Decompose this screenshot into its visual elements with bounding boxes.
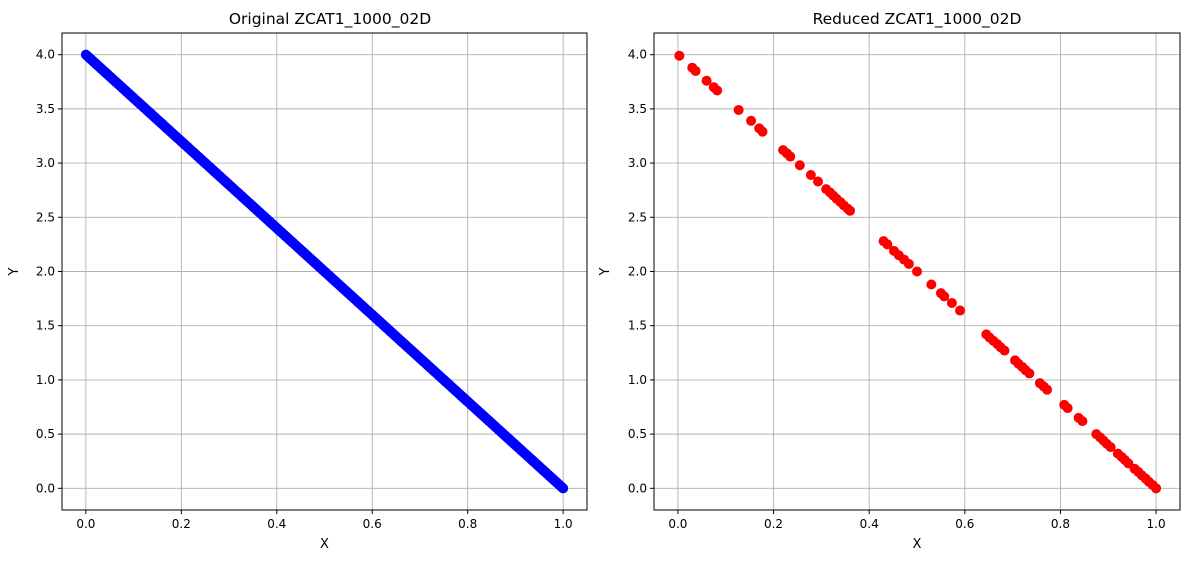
original-y-tick-label: 3.0 <box>36 156 55 170</box>
reduced-scatter-panel: Reduced ZCAT1_1000_02D 0.0 0.2 0.4 0.6 0.8 1.… <box>598 10 1181 552</box>
reduced-y-tick-label: 0.0 <box>628 481 647 495</box>
reduced-y-tick-label: 1.5 <box>628 319 647 333</box>
reduced-data-point <box>845 205 856 216</box>
reduced-x-axis-label: X <box>913 537 922 552</box>
original-ticks: 0.0 0.2 0.4 0.6 0.8 1.0 0.0 0.5 1.0 1.5 2.0 2.5 3.0 3… <box>36 48 573 531</box>
reduced-data-point <box>1024 368 1035 379</box>
reduced-data-point <box>746 115 757 126</box>
reduced-data-point <box>926 279 937 290</box>
original-x-tick-label: 0.6 <box>363 517 382 531</box>
reduced-chart-title: Reduced ZCAT1_1000_02D <box>813 10 1022 29</box>
original-chart-title: Original ZCAT1_1000_02D <box>229 10 431 29</box>
reduced-x-tick-label: 0.4 <box>860 517 879 531</box>
reduced-x-tick-label: 0.6 <box>955 517 974 531</box>
original-x-tick-label: 0.2 <box>172 517 191 531</box>
reduced-points <box>674 50 1162 494</box>
reduced-data-point <box>813 176 824 187</box>
reduced-y-tick-label: 1.0 <box>628 373 647 387</box>
reduced-y-tick-label: 3.0 <box>628 156 647 170</box>
original-y-tick-label: 3.5 <box>36 102 55 116</box>
reduced-x-tick-label: 0.8 <box>1051 517 1070 531</box>
reduced-data-point <box>733 104 744 115</box>
reduced-data-point <box>946 297 957 308</box>
reduced-x-tick-label: 0.0 <box>668 517 687 531</box>
original-x-tick-label: 1.0 <box>554 517 573 531</box>
reduced-data-point <box>1062 403 1073 414</box>
reduced-data-point <box>1151 483 1162 494</box>
reduced-data-point <box>1105 442 1116 453</box>
reduced-data-point <box>805 170 816 181</box>
reduced-data-point <box>912 266 922 277</box>
reduced-y-tick-label: 0.5 <box>628 427 647 441</box>
reduced-y-axis-label: Y <box>598 267 613 276</box>
original-x-tick-label: 0.0 <box>76 517 95 531</box>
reduced-y-tick-label: 4.0 <box>628 48 647 62</box>
reduced-data-point <box>999 345 1010 356</box>
original-data-point <box>558 483 569 494</box>
reduced-data-point <box>712 85 723 96</box>
original-y-tick-label: 1.5 <box>36 319 55 333</box>
original-grid <box>62 33 587 510</box>
original-x-axis-label: X <box>320 537 329 552</box>
reduced-x-tick-label: 1.0 <box>1147 517 1166 531</box>
original-y-tick-label: 0.5 <box>36 427 55 441</box>
original-x-tick-label: 0.8 <box>458 517 477 531</box>
original-y-axis-label: Y <box>7 267 22 276</box>
reduced-ticks: 0.0 0.2 0.4 0.6 0.8 1.0 0.0 0.5 1.0 1.5 2.0 2.5 3.0 3… <box>628 48 1166 531</box>
reduced-data-point <box>955 305 966 316</box>
original-y-tick-label: 0.0 <box>36 481 55 495</box>
reduced-data-point <box>939 291 950 302</box>
original-y-tick-label: 4.0 <box>36 48 55 62</box>
reduced-y-tick-label: 2.5 <box>628 210 647 224</box>
reduced-y-tick-label: 3.5 <box>628 102 647 116</box>
reduced-y-tick-label: 2.0 <box>628 265 647 279</box>
original-x-tick-label: 0.4 <box>267 517 286 531</box>
reduced-data-point <box>903 258 914 269</box>
reduced-data-point <box>674 50 685 61</box>
reduced-x-tick-label: 0.2 <box>764 517 783 531</box>
reduced-data-point <box>785 151 796 162</box>
original-scatter-panel: Original ZCAT1_1000_02D 0.0 0.2 0.4 0.6 0.8 1… <box>7 10 588 552</box>
reduced-data-point <box>1077 416 1088 427</box>
reduced-data-point <box>1042 384 1053 395</box>
reduced-data-point <box>690 65 701 76</box>
reduced-data-point <box>794 160 805 171</box>
reduced-data-point <box>882 239 893 250</box>
reduced-data-point <box>701 75 712 86</box>
original-y-tick-label: 1.0 <box>36 373 55 387</box>
original-y-tick-label: 2.0 <box>36 265 55 279</box>
original-points <box>80 49 569 494</box>
original-y-tick-label: 2.5 <box>36 210 55 224</box>
reduced-data-point <box>757 126 768 137</box>
